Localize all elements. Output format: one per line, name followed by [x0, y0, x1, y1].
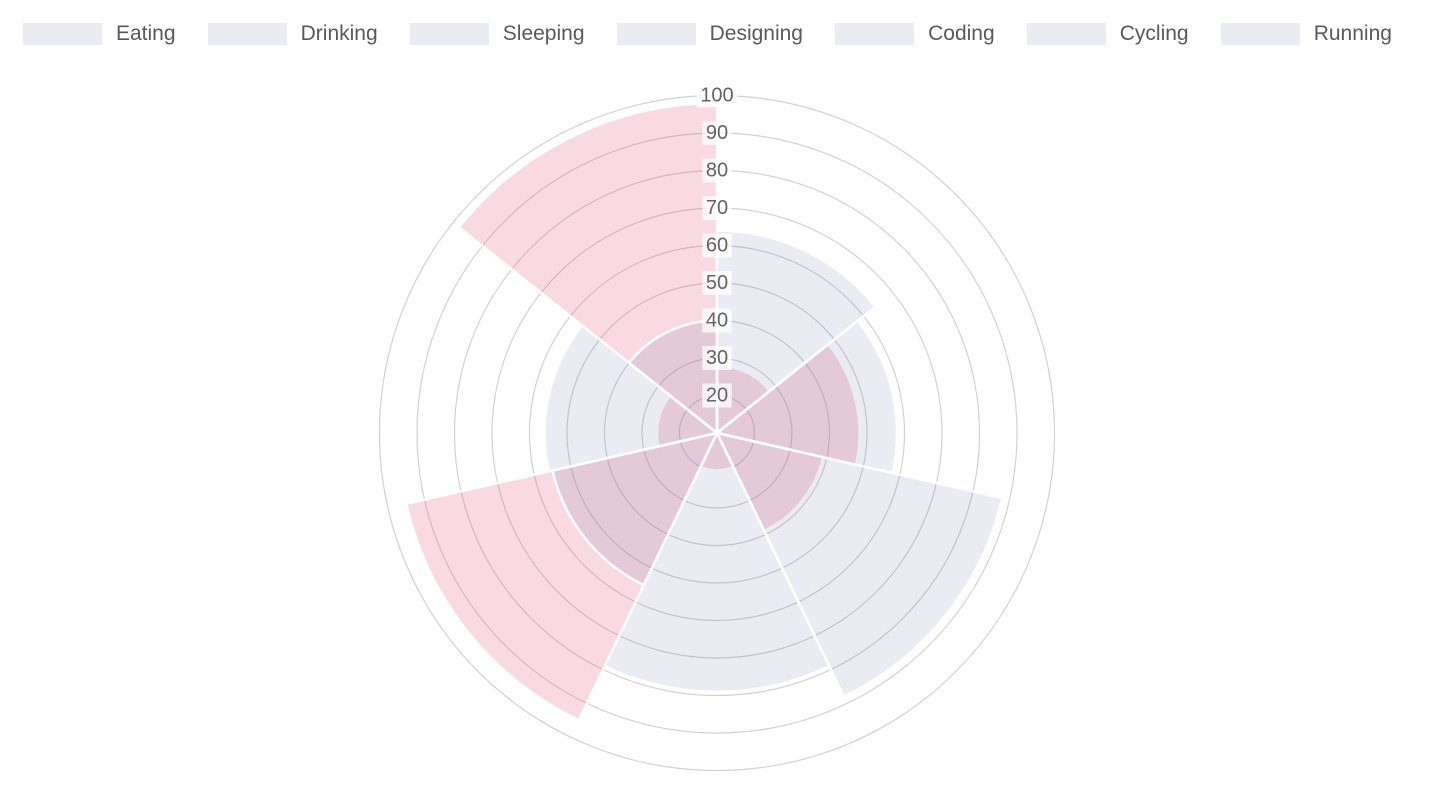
chart-legend: Eating Drinking Sleeping Designing Coding Cyc…	[23, 23, 1392, 45]
radial-tick-label: 60	[706, 235, 728, 257]
tick-backdrop	[702, 233, 732, 258]
legend-label: Cycling	[1119, 22, 1189, 45]
tick-backdrop	[702, 196, 732, 220]
wedge-pink-sleeping[interactable]	[715, 431, 825, 533]
legend-item-designing[interactable]: Designing	[616, 22, 803, 45]
legend-swatch-icon	[409, 23, 489, 45]
radial-tick-label: 100	[700, 85, 733, 107]
legend-swatch-icon	[1220, 23, 1300, 45]
tick-backdrop	[696, 83, 738, 108]
radial-tick-label: 30	[706, 347, 728, 369]
tick-backdrop	[702, 271, 732, 295]
legend-label: Designing	[709, 22, 803, 45]
radial-tick-label: 90	[706, 122, 728, 144]
wedge-lavender-sleeping[interactable]	[715, 431, 1004, 698]
wedge-pink-drinking[interactable]	[715, 342, 861, 466]
legend-swatch-icon	[616, 23, 696, 45]
radial-tick-label: 20	[706, 385, 728, 407]
tick-backdrop	[702, 308, 732, 333]
wedge-lavender-drinking[interactable]	[715, 319, 899, 475]
dataset-pink	[404, 101, 861, 722]
wedge-lavender-coding[interactable]	[551, 431, 719, 587]
wedge-lavender-cycling[interactable]	[543, 324, 719, 473]
legend-label: Coding	[928, 22, 995, 45]
dataset-lavender	[543, 229, 1004, 698]
legend-item-cycling[interactable]: Cycling	[1026, 22, 1189, 45]
legend-label: Drinking	[300, 22, 378, 45]
legend-item-coding[interactable]: Coding	[835, 23, 995, 45]
legend-item-running[interactable]: Running	[1220, 22, 1392, 45]
tick-backdrop	[702, 383, 732, 408]
radial-axis-ticks: 20 30 40 50 60 70 80 90 100	[696, 83, 738, 408]
legend-label: Running	[1313, 22, 1392, 45]
tick-backdrop	[702, 121, 732, 145]
legend-swatch-icon	[1026, 23, 1106, 45]
legend-swatch-icon	[835, 23, 915, 45]
legend-swatch-icon	[23, 23, 102, 45]
tick-backdrop	[702, 158, 732, 183]
wedge-lavender-eating[interactable]	[715, 229, 877, 435]
tick-backdrop	[702, 346, 732, 370]
wedge-pink-coding[interactable]	[404, 431, 719, 722]
legend-item-sleeping[interactable]: Sleeping	[409, 22, 585, 45]
legend-item-eating[interactable]: Eating	[23, 23, 176, 45]
radial-tick-label: 70	[706, 197, 728, 219]
radial-tick-label: 80	[706, 160, 728, 182]
radial-tick-label: 40	[706, 310, 728, 332]
wedge-lavender-designing[interactable]	[603, 431, 831, 694]
radial-tick-label: 50	[706, 272, 728, 294]
legend-label: Sleeping	[502, 22, 585, 45]
legend-swatch-icon	[207, 23, 287, 45]
wedge-pink-running[interactable]	[457, 101, 719, 435]
legend-label: Eating	[116, 22, 176, 45]
legend-item-drinking[interactable]: Drinking	[207, 22, 378, 45]
